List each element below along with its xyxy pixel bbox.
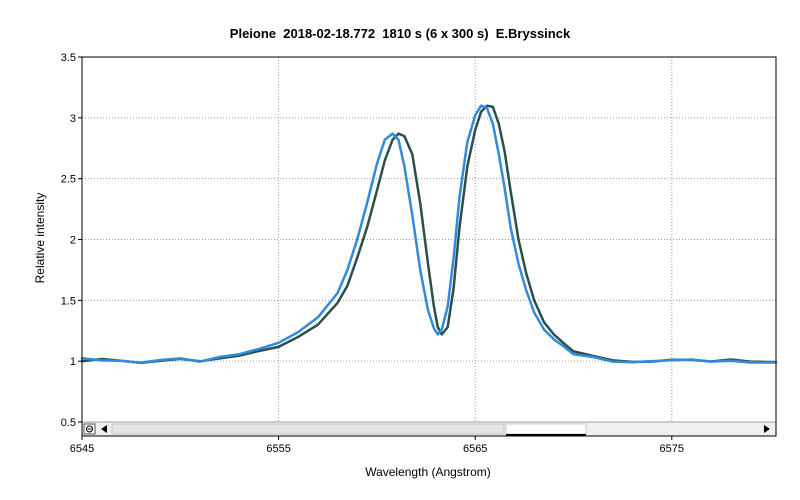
horizontal-scrollbar[interactable] (81, 421, 777, 437)
scrollbar-thumb[interactable] (111, 423, 505, 435)
plot-area (82, 57, 776, 436)
zoom-reset-icon[interactable] (83, 423, 96, 435)
y-tick-label: 2 (70, 235, 76, 247)
y-axis-label: Relative intensity (33, 193, 47, 284)
x-tick-label: 6545 (70, 443, 94, 455)
series-line-1 (80, 104, 778, 365)
x-axis-label: Wavelength (Angstrom) (365, 465, 491, 479)
scrollbar-thumb-right[interactable] (505, 423, 587, 435)
y-tick-label: 2.5 (61, 174, 76, 186)
plot-frame (81, 56, 777, 437)
series-line-2 (80, 104, 778, 364)
chart-title: Pleione 2018-02-18.772 1810 s (6 x 300 s… (230, 26, 571, 41)
y-tick-label: 1 (70, 356, 76, 368)
axis-ticks: 0.5 1 1.5 2 2.5 3 3.5 6545 6555 6565 6575 (61, 52, 684, 455)
y-tick-label: 0.5 (61, 417, 76, 429)
scroll-right-icon[interactable] (764, 425, 770, 433)
series-group (80, 104, 778, 365)
y-tick-label: 3.5 (61, 52, 76, 64)
scroll-left-icon[interactable] (101, 425, 107, 433)
x-tick-label: 6575 (660, 443, 684, 455)
x-tick-label: 6555 (266, 443, 290, 455)
y-tick-label: 1.5 (61, 295, 76, 307)
x-tick-label: 6565 (463, 443, 487, 455)
y-tick-label: 3 (70, 113, 76, 125)
